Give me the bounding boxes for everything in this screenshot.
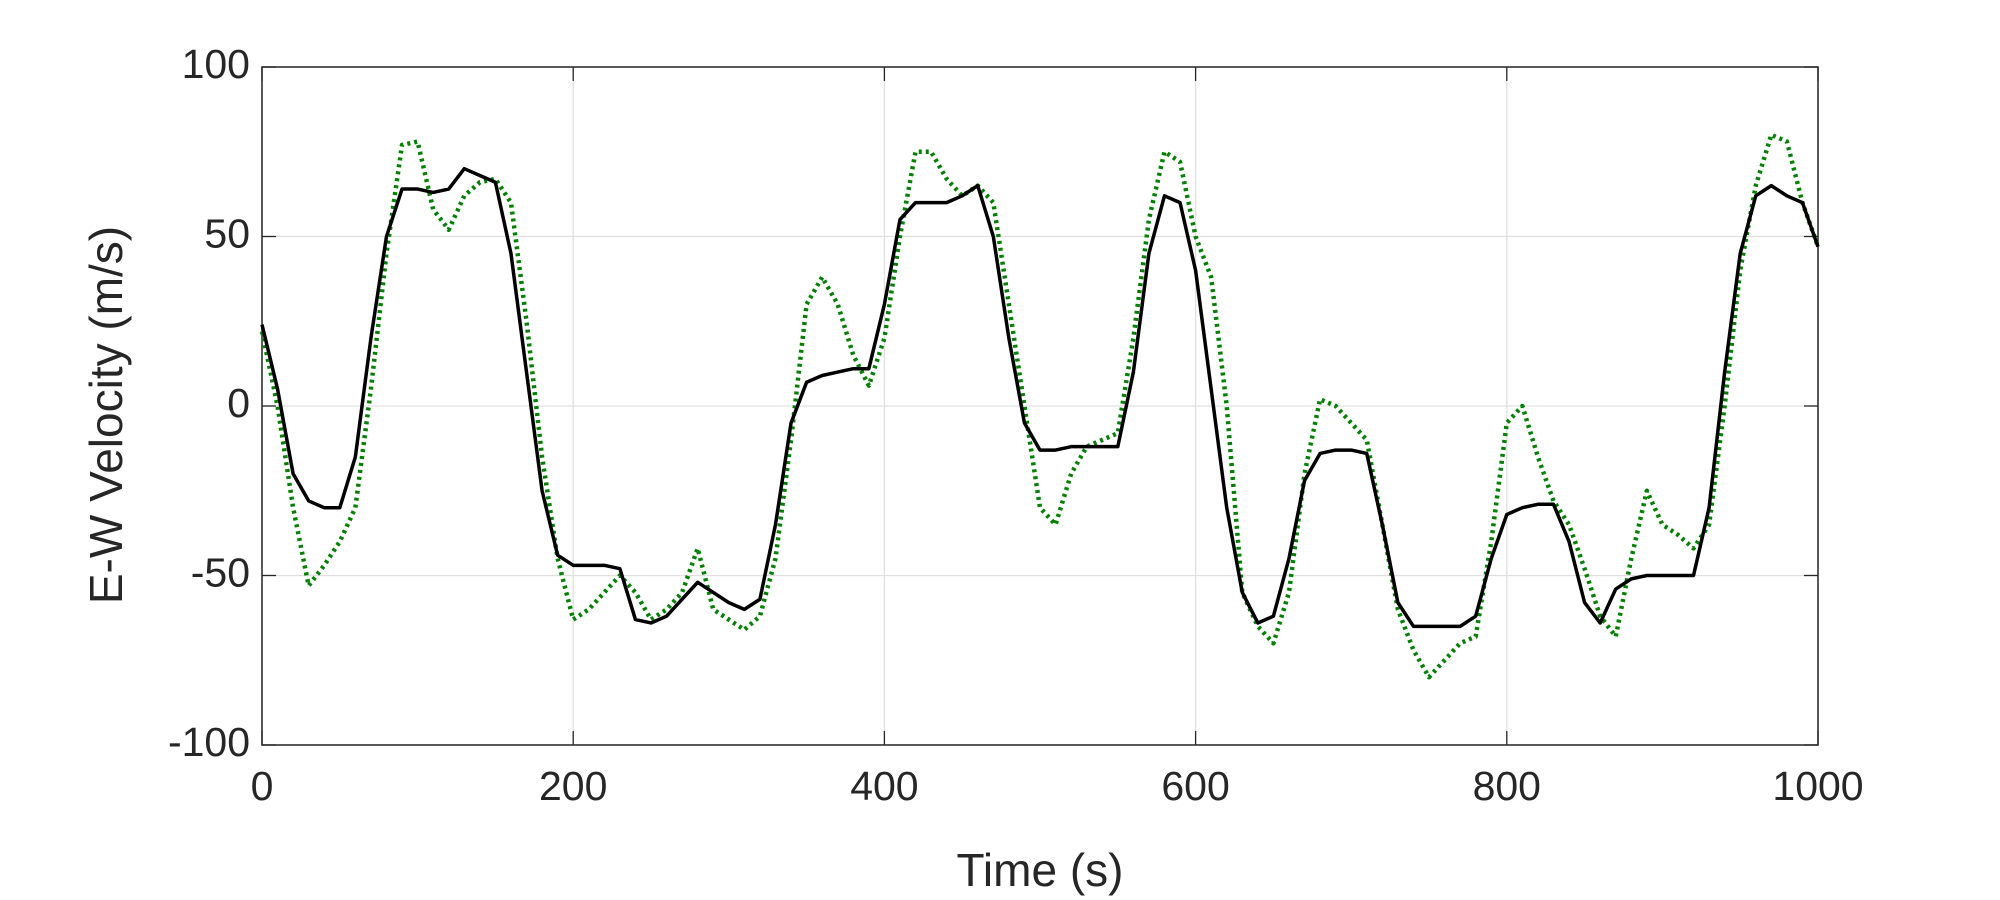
x-tick-label: 1000 (1772, 763, 1863, 809)
line-series (260, 166, 1820, 629)
x-tick-label: 400 (850, 763, 918, 809)
axes-box (261, 66, 1819, 746)
y-tick-label: 0 (227, 380, 250, 426)
x-tick-label: 200 (539, 763, 607, 809)
y-tick-label: 100 (182, 41, 250, 87)
y-axis-label: E-W Velocity (m/s) (80, 226, 132, 604)
x-tick-label: 600 (1161, 763, 1229, 809)
x-axis-label: Time (s) (957, 844, 1124, 896)
line-series (259, 132, 1821, 680)
x-tick-label: 800 (1473, 763, 1541, 809)
y-tick-label: 50 (204, 210, 250, 256)
x-tick-label: 0 (251, 763, 274, 809)
y-tick-label: -50 (191, 549, 250, 595)
y-tick-label: -100 (168, 719, 250, 765)
